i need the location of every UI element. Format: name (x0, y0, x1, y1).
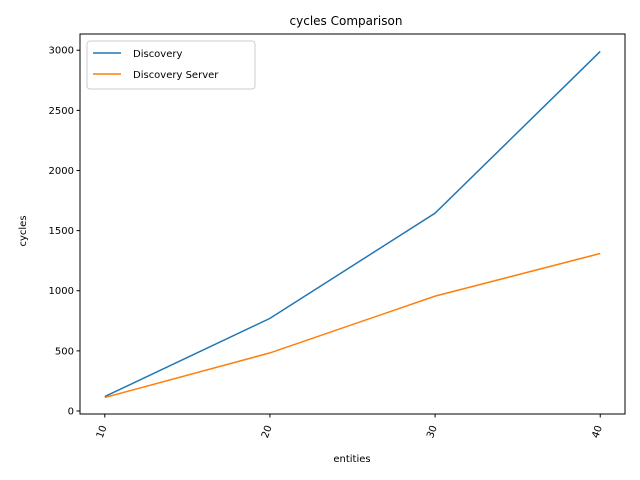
x-tick-label: 20 (260, 424, 275, 440)
plot-frame (79, 33, 626, 415)
y-axis-ticks: 0 500 1000 1500 2000 2500 3000 (49, 46, 80, 417)
y-tick-label: 1000 (49, 286, 74, 297)
legend-entry: Discovery (133, 49, 182, 60)
x-tick-label: 40 (590, 424, 605, 440)
legend-entry: Discovery Server (133, 70, 219, 81)
y-tick-label: 3000 (49, 46, 74, 57)
x-tick-label: 10 (95, 424, 110, 440)
x-axis-label: entities (333, 454, 370, 465)
y-axis-label: cycles (18, 215, 29, 246)
y-tick-label: 500 (55, 346, 74, 357)
series-line-1 (104, 252, 601, 399)
y-tick-label: 0 (68, 406, 74, 417)
series-line-0 (104, 50, 601, 398)
y-tick-label: 2500 (49, 106, 74, 117)
x-axis-ticks: 10 20 30 40 (95, 414, 605, 440)
y-tick-label: 2000 (49, 166, 74, 177)
legend-box (86, 40, 256, 90)
series-lines (104, 50, 601, 399)
chart-title: cycles Comparison (290, 14, 403, 28)
x-tick-label: 30 (425, 424, 440, 440)
legend: Discovery Discovery Server (86, 40, 256, 90)
y-tick-label: 1500 (49, 226, 74, 237)
